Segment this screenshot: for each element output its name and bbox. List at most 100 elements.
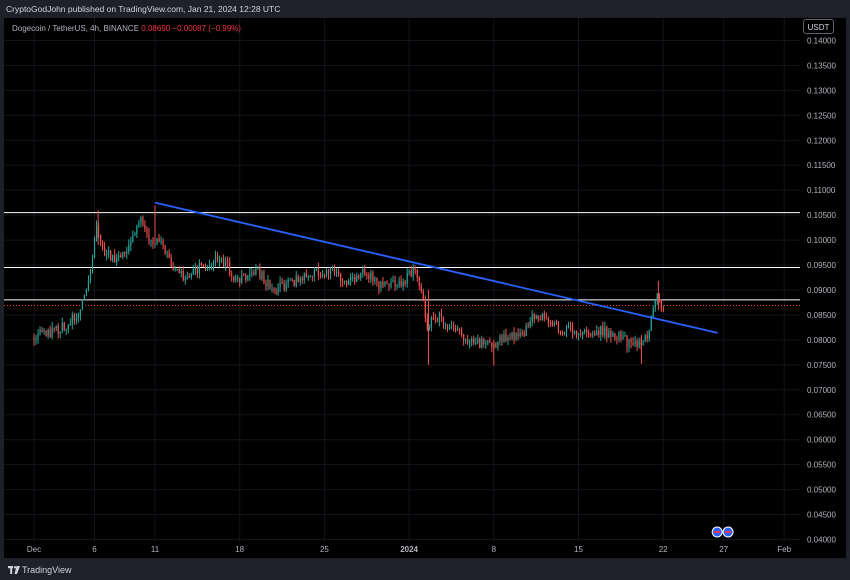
candle-body — [339, 272, 342, 282]
candle-body — [602, 326, 604, 336]
candle-body — [501, 336, 503, 342]
candle-body — [307, 276, 309, 278]
candle-body — [245, 274, 247, 280]
candle-body — [342, 281, 344, 283]
candle-body — [408, 270, 410, 273]
candle-body — [614, 333, 616, 339]
candle-body — [321, 274, 324, 277]
candle-body — [283, 283, 285, 290]
candle-body — [495, 343, 497, 348]
candle-body — [517, 333, 519, 337]
candle-body — [33, 337, 35, 341]
candle-body — [364, 269, 366, 275]
candle-body — [212, 261, 215, 266]
candle-body — [103, 247, 106, 255]
candle-body — [624, 335, 626, 337]
y-tick-label: 0.05000 — [807, 486, 836, 495]
candle-body — [469, 341, 471, 344]
candle-body — [309, 275, 311, 277]
candle-body — [101, 241, 104, 248]
candle-body — [432, 317, 434, 320]
candle-body — [47, 329, 49, 337]
candle-body — [331, 269, 334, 271]
candle-body — [152, 240, 154, 244]
candle-body — [333, 269, 336, 273]
candle-body — [297, 276, 299, 282]
candle-body — [507, 337, 509, 342]
candle-body — [164, 245, 166, 254]
currency-button[interactable]: USDT — [803, 19, 834, 34]
y-tick-label: 0.11000 — [807, 186, 836, 195]
x-tick-label: Dec — [27, 545, 41, 554]
candle-body — [130, 241, 132, 246]
candle-body — [519, 332, 521, 337]
candle-body — [239, 277, 241, 283]
candle-body — [99, 234, 102, 242]
candle-body — [251, 272, 253, 274]
chart-pane[interactable]: 0.105510.094500.088020.0869003:31:08 0.1… — [4, 18, 846, 558]
candle-body — [329, 269, 332, 275]
price-chart[interactable]: 0.105510.094500.088020.0869003:31:08 0.1… — [4, 18, 846, 558]
candle-body — [138, 222, 140, 226]
candle-body — [634, 340, 636, 345]
y-tick-label: 0.13000 — [807, 86, 836, 95]
candle-body — [628, 339, 630, 347]
candle-body — [382, 281, 384, 287]
candle-body — [247, 275, 249, 280]
candle-body — [267, 279, 269, 287]
candle-body — [202, 266, 205, 268]
candle-body — [580, 333, 582, 335]
candle-body — [41, 329, 43, 333]
candle-body — [450, 326, 453, 328]
candle-body — [598, 331, 600, 336]
candle-body — [573, 331, 576, 334]
candle-body — [128, 245, 130, 252]
candle-body — [156, 238, 158, 244]
y-tick-label: 0.07500 — [807, 361, 836, 370]
candle-body — [263, 271, 265, 284]
y-tick-label: 0.09500 — [807, 261, 836, 270]
candle-body — [356, 276, 358, 282]
candle-body — [259, 267, 261, 280]
candle-body — [569, 326, 572, 328]
candle-body — [303, 273, 305, 281]
candle-body — [168, 252, 170, 258]
candle-body — [87, 279, 90, 289]
candle-body — [354, 277, 356, 282]
candle-body — [214, 256, 217, 262]
candle-body — [600, 326, 602, 336]
candle-body — [160, 241, 162, 243]
candle-body — [422, 291, 424, 300]
candles — [33, 205, 664, 366]
candle-body — [368, 275, 370, 280]
candle-body — [406, 272, 408, 284]
candle-body — [289, 279, 291, 281]
candle-body — [243, 274, 245, 276]
candle-body — [287, 280, 289, 284]
candle-body — [95, 226, 98, 238]
candle-body — [588, 332, 590, 335]
candle-body — [521, 332, 523, 334]
candle-body — [390, 281, 392, 287]
candle-body — [559, 331, 562, 333]
candle-body — [452, 326, 455, 329]
event-marker-flag — [714, 531, 721, 533]
candle-body — [392, 280, 394, 282]
trendline — [154, 201, 718, 334]
candle-body — [652, 307, 654, 318]
candle-body — [116, 257, 118, 263]
candle-body — [626, 335, 628, 347]
candle-body — [136, 225, 138, 235]
candle-body — [543, 314, 545, 319]
candle-body — [366, 274, 368, 276]
candle-body — [656, 293, 658, 301]
candle-body — [120, 255, 122, 258]
candle-body — [412, 267, 414, 277]
y-tick-label: 0.10000 — [807, 236, 836, 245]
candle-body — [428, 328, 430, 330]
candle-body — [352, 277, 354, 279]
candle-body — [350, 277, 352, 281]
candle-body — [204, 266, 207, 270]
candle-body — [444, 324, 447, 326]
candle-body — [126, 251, 128, 254]
